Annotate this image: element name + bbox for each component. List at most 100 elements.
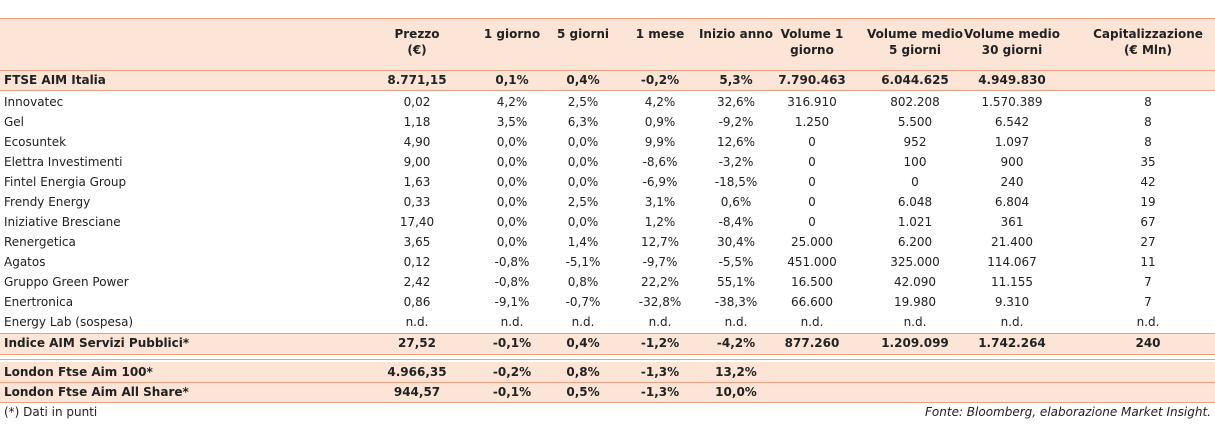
cell: 3,1% bbox=[644, 195, 676, 209]
cell: 316.910 bbox=[787, 95, 837, 109]
row-label: London Ftse Aim 100* bbox=[4, 365, 153, 379]
cell: 114.067 bbox=[987, 255, 1037, 269]
cell: 0 bbox=[808, 175, 816, 189]
cell: -0,2% bbox=[492, 365, 532, 379]
cell: 55,1% bbox=[716, 275, 756, 289]
cell: 12,7% bbox=[640, 235, 680, 249]
row-label: Energy Lab (sospesa) bbox=[4, 315, 134, 329]
column-header: Prezzo (€) bbox=[394, 26, 439, 58]
cell: 7 bbox=[1144, 275, 1152, 289]
header-line: 1 mese bbox=[635, 27, 685, 41]
column-header: 1 mese bbox=[636, 26, 684, 42]
cell: 0,12 bbox=[403, 255, 431, 269]
cell: -3,2% bbox=[718, 155, 754, 169]
rule bbox=[0, 333, 1215, 334]
cell: -5,5% bbox=[718, 255, 754, 269]
cell: n.d. bbox=[500, 315, 524, 329]
cell: 325.000 bbox=[890, 255, 940, 269]
rule bbox=[0, 90, 1215, 91]
row-label: Gruppo Green Power bbox=[4, 275, 129, 289]
cell: 0,86 bbox=[403, 295, 431, 309]
cell: 32,6% bbox=[716, 95, 756, 109]
column-header: Inizio anno bbox=[699, 26, 773, 42]
row-label: Gel bbox=[4, 115, 25, 129]
cell: -1,2% bbox=[640, 336, 680, 350]
cell: -6,9% bbox=[642, 175, 678, 189]
cell: 42.090 bbox=[894, 275, 936, 289]
cell: 8 bbox=[1144, 115, 1152, 129]
index-band bbox=[0, 70, 1215, 90]
column-header: Capitalizzazione (€ Mln) bbox=[1093, 26, 1203, 58]
cell: 2,5% bbox=[567, 95, 599, 109]
cell: -8,6% bbox=[642, 155, 678, 169]
cell: 27,52 bbox=[398, 336, 436, 350]
cell: -0,1% bbox=[492, 385, 532, 399]
cell: 240 bbox=[1000, 175, 1024, 189]
cell: 19.980 bbox=[894, 295, 936, 309]
header-line: Volume medio bbox=[867, 27, 963, 41]
cell: 17,40 bbox=[399, 215, 435, 229]
header-line: 5 giorni bbox=[556, 27, 610, 41]
cell: 1.570.389 bbox=[981, 95, 1043, 109]
cell: -0,8% bbox=[494, 275, 530, 289]
cell: 0,0% bbox=[496, 155, 528, 169]
cell: 1.097 bbox=[994, 135, 1030, 149]
cell: 8 bbox=[1144, 95, 1152, 109]
cell: 25.000 bbox=[791, 235, 833, 249]
cell: 9,00 bbox=[403, 155, 431, 169]
cell: -0,2% bbox=[640, 73, 680, 87]
cell: 944,57 bbox=[393, 385, 441, 399]
cell: 1,18 bbox=[403, 115, 431, 129]
sector-band bbox=[0, 333, 1215, 354]
header-line: Volume 1 bbox=[780, 27, 844, 41]
cell: -9,2% bbox=[718, 115, 754, 129]
cell: 0,8% bbox=[567, 275, 599, 289]
cell: n.d. bbox=[648, 315, 672, 329]
cell: 4,2% bbox=[496, 95, 528, 109]
row-label: Fintel Energia Group bbox=[4, 175, 127, 189]
cell: -9,1% bbox=[494, 295, 530, 309]
cell: 0,0% bbox=[496, 195, 528, 209]
cell: 6.542 bbox=[994, 115, 1030, 129]
cell: 1,2% bbox=[644, 215, 676, 229]
row-label: Indice AIM Servizi Pubblici* bbox=[4, 336, 190, 350]
cell: -1,3% bbox=[640, 385, 680, 399]
cell: 11.155 bbox=[991, 275, 1033, 289]
rule bbox=[0, 359, 1215, 360]
cell: 0 bbox=[808, 195, 816, 209]
header-line: Capitalizzazione bbox=[1093, 27, 1203, 41]
cell: -32,8% bbox=[638, 295, 682, 309]
row-label: Elettra Investimenti bbox=[4, 155, 123, 169]
cell: 16.500 bbox=[791, 275, 833, 289]
row-label: Agatos bbox=[4, 255, 46, 269]
cell: 900 bbox=[1000, 155, 1024, 169]
cell: 802.208 bbox=[890, 95, 940, 109]
rule bbox=[0, 402, 1215, 403]
footnote: (*) Dati in punti bbox=[4, 405, 98, 419]
cell: 0,6% bbox=[720, 195, 752, 209]
row-label: Renergetica bbox=[4, 235, 76, 249]
cell: 877.260 bbox=[784, 336, 840, 350]
row-label: Frendy Energy bbox=[4, 195, 91, 209]
cell: 0,0% bbox=[567, 135, 599, 149]
cell: 0,0% bbox=[496, 135, 528, 149]
header-line: giorno bbox=[790, 43, 834, 57]
cell: 6,3% bbox=[567, 115, 599, 129]
cell: 8.771,15 bbox=[387, 73, 447, 87]
cell: n.d. bbox=[903, 315, 927, 329]
row-label: Enertronica bbox=[4, 295, 74, 309]
cell: 67 bbox=[1140, 215, 1156, 229]
cell: n.d. bbox=[724, 315, 748, 329]
header-band bbox=[0, 18, 1215, 70]
rule bbox=[0, 70, 1215, 71]
cell: 2,42 bbox=[403, 275, 431, 289]
rule bbox=[0, 354, 1215, 355]
cell: 0,0% bbox=[567, 175, 599, 189]
cell: -5,1% bbox=[565, 255, 601, 269]
column-header: 1 giorno bbox=[484, 26, 540, 42]
cell: 21.400 bbox=[991, 235, 1033, 249]
column-header: Volume 1 giorno bbox=[781, 26, 844, 58]
cell: 6.804 bbox=[994, 195, 1030, 209]
source: Fonte: Bloomberg, elaborazione Market In… bbox=[925, 405, 1211, 419]
